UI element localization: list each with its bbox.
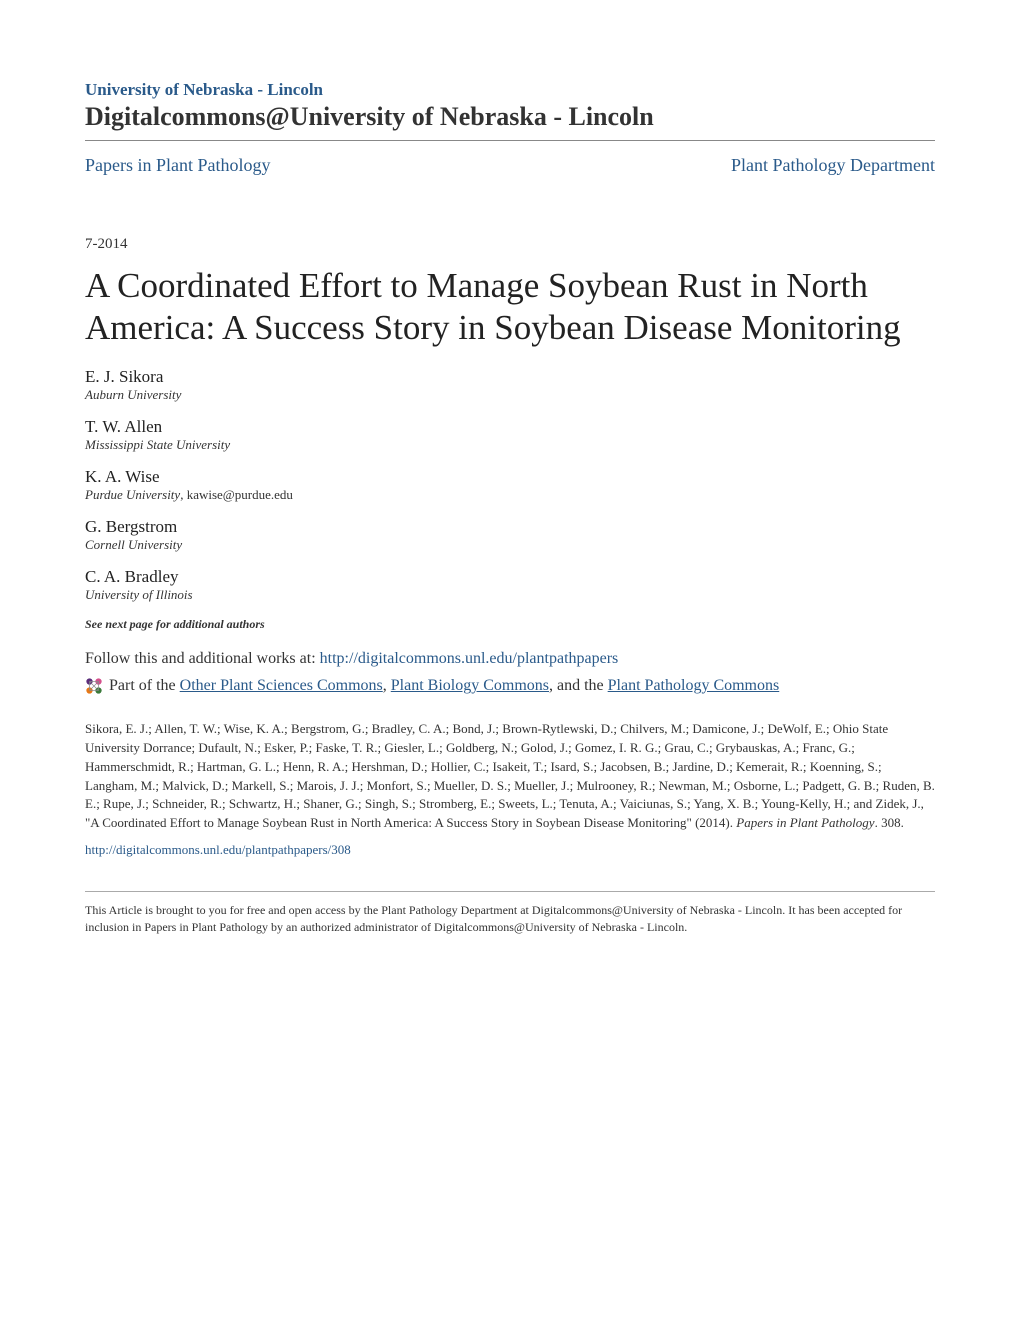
header-divider <box>85 140 935 141</box>
repository-name: Digitalcommons@University of Nebraska - … <box>85 102 935 132</box>
author-affil: Mississippi State University <box>85 437 935 453</box>
author-affil: Auburn University <box>85 387 935 403</box>
author-name: E. J. Sikora <box>85 367 935 387</box>
follow-line: Follow this and additional works at: htt… <box>85 650 935 668</box>
see-next-page: See next page for additional authors <box>85 617 935 632</box>
paper-title: A Coordinated Effort to Manage Soybean R… <box>85 265 935 349</box>
commons-link-2[interactable]: Plant Biology Commons <box>391 677 549 694</box>
collection-link[interactable]: Papers in Plant Pathology <box>85 155 271 176</box>
partof-row: Part of the Other Plant Sciences Commons… <box>85 674 935 698</box>
author-affil: Cornell University <box>85 537 935 553</box>
citation-block: Sikora, E. J.; Allen, T. W.; Wise, K. A.… <box>85 720 935 833</box>
department-link[interactable]: Plant Pathology Department <box>731 155 935 176</box>
author-name: C. A. Bradley <box>85 567 935 587</box>
follow-link[interactable]: http://digitalcommons.unl.edu/plantpathp… <box>320 650 619 667</box>
footer-text: This Article is brought to you for free … <box>85 902 935 936</box>
commons-link-1[interactable]: Other Plant Sciences Commons <box>180 677 383 694</box>
author-name: K. A. Wise <box>85 467 935 487</box>
breadcrumb-row: Papers in Plant Pathology Plant Patholog… <box>85 155 935 176</box>
publication-date: 7-2014 <box>85 236 935 253</box>
header-block: University of Nebraska - Lincoln Digital… <box>85 80 935 141</box>
author-affil: University of Illinois <box>85 587 935 603</box>
commons-link-3[interactable]: Plant Pathology Commons <box>608 677 780 694</box>
partof-text: Part of the Other Plant Sciences Commons… <box>109 674 779 698</box>
citation-authors: Sikora, E. J.; Allen, T. W.; Wise, K. A.… <box>85 721 935 830</box>
institution-name: University of Nebraska - Lincoln <box>85 80 935 100</box>
author-name: T. W. Allen <box>85 417 935 437</box>
author-block: C. A. Bradley University of Illinois <box>85 567 935 603</box>
authors-list: E. J. Sikora Auburn University T. W. All… <box>85 367 935 603</box>
author-block: G. Bergstrom Cornell University <box>85 517 935 553</box>
citation-number: . 308. <box>875 815 904 830</box>
author-name: G. Bergstrom <box>85 517 935 537</box>
author-affil: Purdue University, kawise@purdue.edu <box>85 487 935 503</box>
author-block: T. W. Allen Mississippi State University <box>85 417 935 453</box>
citation-url[interactable]: http://digitalcommons.unl.edu/plantpathp… <box>85 842 351 857</box>
author-block: E. J. Sikora Auburn University <box>85 367 935 403</box>
network-icon <box>85 677 103 695</box>
footer-divider <box>85 891 935 892</box>
author-block: K. A. Wise Purdue University, kawise@pur… <box>85 467 935 503</box>
citation-series: Papers in Plant Pathology <box>736 815 874 830</box>
